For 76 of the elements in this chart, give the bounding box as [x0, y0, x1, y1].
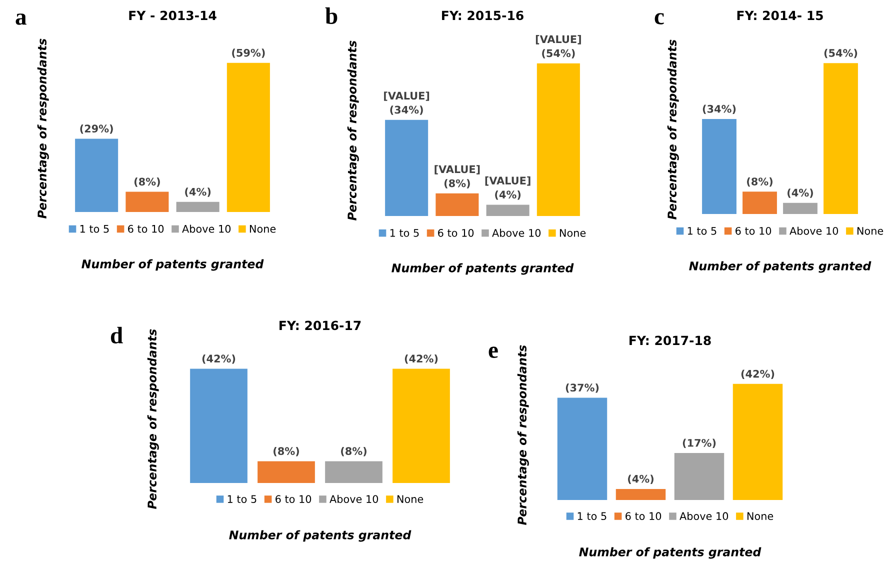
legend-label: None [857, 227, 884, 235]
text: d [110, 326, 123, 344]
data-label: (8%) [747, 177, 772, 187]
legend-label: 1 to 5 [80, 225, 109, 233]
data-label: (54%) [824, 48, 858, 58]
data-label: (8%) [341, 446, 366, 456]
legend-label: Above 10 [182, 224, 231, 233]
data-label: (34%) [702, 104, 736, 114]
chart-title: FY: 2015-16 [442, 10, 524, 20]
bar [702, 118, 736, 214]
bar [824, 63, 858, 214]
bar [75, 138, 118, 212]
bar [385, 120, 428, 216]
bar [226, 62, 270, 212]
data-label: (29%) [80, 124, 113, 134]
bar [436, 193, 479, 216]
legend-label: Above 10 [680, 512, 728, 520]
legend-label: None [250, 225, 276, 233]
text: b [325, 7, 338, 24]
data-label: (37%) [566, 384, 599, 393]
legend-label: 6 to 10 [438, 228, 474, 237]
y-axis-title: Percentage of respondants [347, 40, 359, 220]
x-axis-title: Number of patents granted [392, 263, 574, 275]
legend-label: None [397, 495, 424, 503]
data-label: (17%) [682, 438, 716, 448]
data-label: (4%) [628, 474, 654, 484]
bar [674, 453, 724, 500]
legend-label: None [747, 512, 774, 520]
data-label: [VALUE] (34%) [384, 92, 430, 115]
bar [742, 192, 777, 214]
bar [176, 202, 220, 212]
legend-label: Above 10 [330, 494, 378, 503]
text: a [16, 14, 26, 25]
data-label: [VALUE] (4%) [485, 176, 530, 200]
legend-label: Above 10 [492, 228, 541, 237]
legend-label: 6 to 10 [736, 226, 772, 235]
y-axis-title: Percentage of respondants [667, 40, 679, 220]
data-label: (42%) [741, 370, 774, 379]
data-label: [VALUE] (54%) [536, 35, 581, 58]
text: e [488, 346, 498, 358]
y-axis-title: Percentage of respondants [37, 38, 49, 218]
bar [732, 384, 783, 500]
bar [557, 398, 608, 500]
legend-label: None [560, 229, 586, 237]
bar [783, 202, 818, 214]
bar [126, 192, 169, 212]
y-axis-title: Percentage of respondants [517, 345, 529, 525]
legend-label: 1 to 5 [228, 495, 256, 503]
legend-label: Above 10 [790, 226, 838, 235]
text: c [654, 13, 664, 24]
chart-title: FY: 2014- 15 [737, 10, 823, 20]
x-axis-title: Number of patents granted [229, 530, 412, 542]
x-axis-title: Number of patents granted [579, 547, 762, 559]
data-label: (4%) [788, 188, 813, 198]
x-axis-title: Number of patents granted [689, 261, 872, 273]
legend-label: 6 to 10 [128, 224, 164, 233]
chart-title: FY - 2013-14 [129, 10, 216, 20]
chart-title: FY: 2017-18 [630, 336, 711, 346]
legend-label: 6 to 10 [626, 512, 662, 520]
data-label: (8%) [134, 178, 160, 187]
data-label: (42%) [202, 354, 236, 364]
legend-label: 1 to 5 [390, 229, 419, 237]
y-axis-title: Percentage of respondants [147, 329, 159, 509]
data-label: (4%) [185, 188, 211, 197]
chart-title: FY: 2016-17 [280, 320, 361, 330]
x-axis-title: Number of patents granted [82, 259, 264, 271]
legend-label: 6 to 10 [276, 495, 312, 503]
data-label: (8%) [274, 446, 299, 456]
bar [536, 63, 580, 216]
data-label: (42%) [404, 354, 438, 364]
data-label: [VALUE] (8%) [434, 165, 480, 188]
legend-label: 1 to 5 [688, 227, 716, 235]
bar [486, 204, 530, 216]
data-label: (59%) [232, 48, 265, 58]
bar [616, 488, 666, 500]
legend-label: 1 to 5 [578, 512, 606, 520]
